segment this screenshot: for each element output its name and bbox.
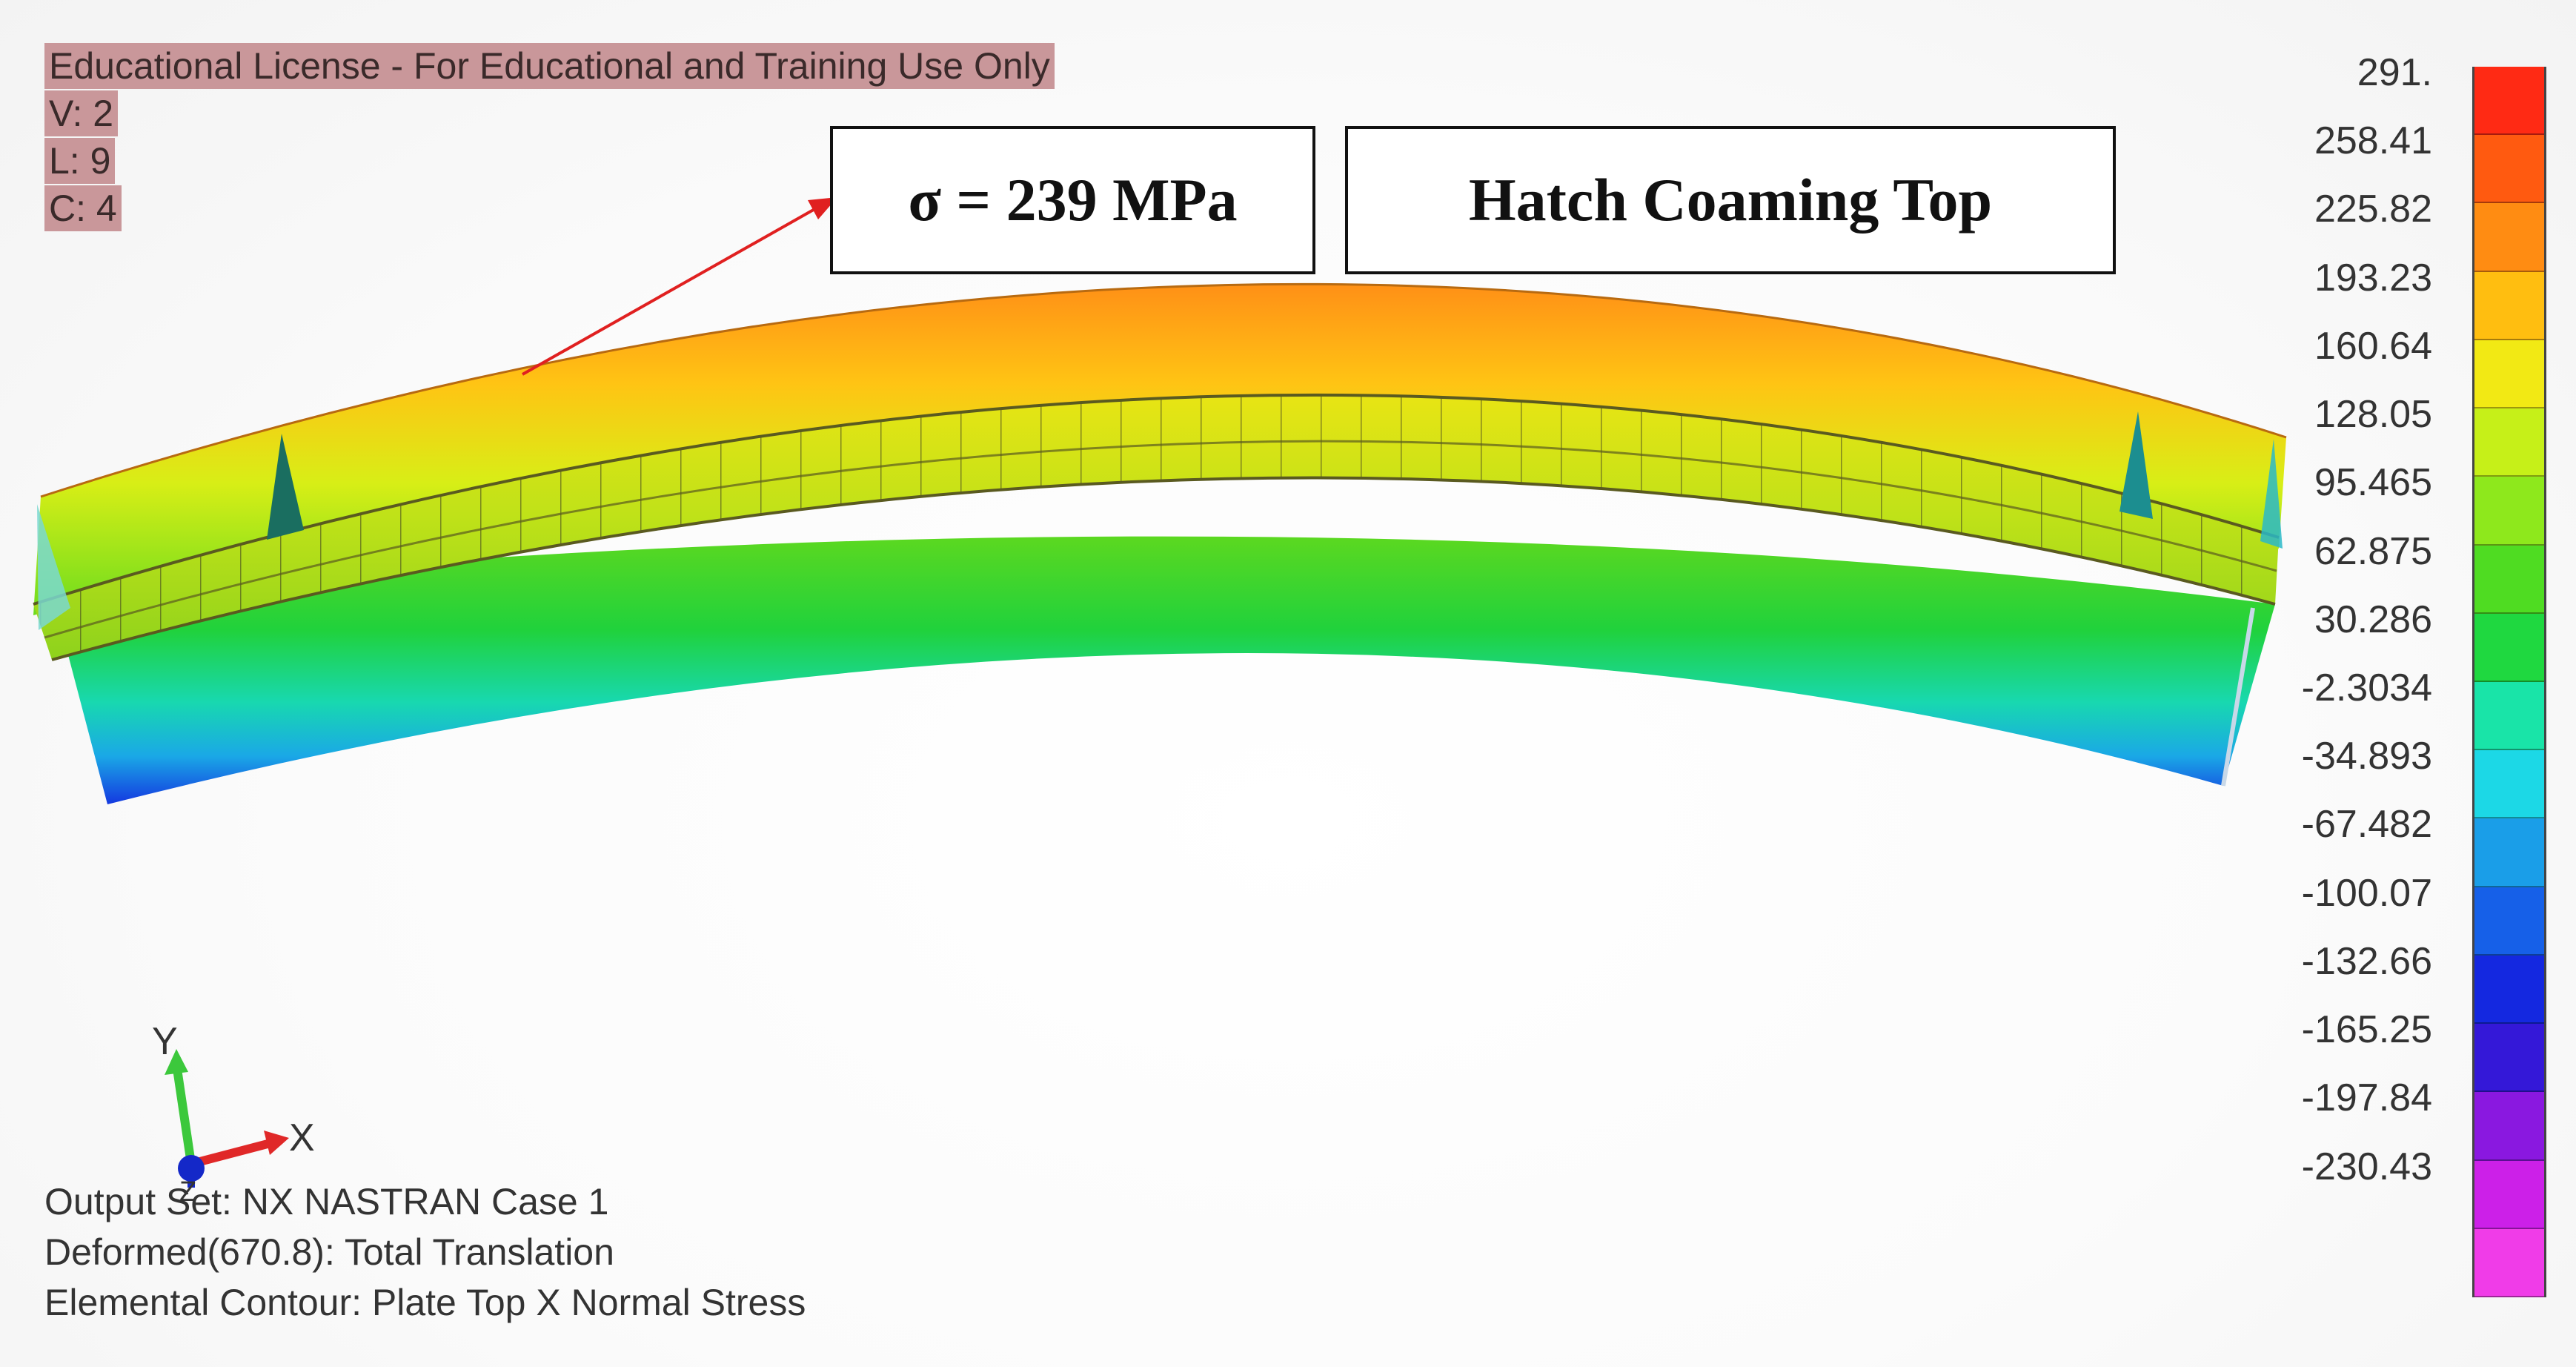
- y-axis-arrow: [172, 1063, 196, 1165]
- legend-color-band: [2474, 887, 2544, 956]
- contour-legend-bar: [2472, 67, 2546, 1297]
- callout-arrow: [522, 203, 823, 376]
- bracket-right-end: [2260, 439, 2283, 549]
- stress-callout-box: σ = 239 MPa: [830, 126, 1315, 274]
- location-callout-box: Hatch Coaming Top: [1345, 126, 2116, 274]
- bracket-right: [2119, 411, 2153, 519]
- x-axis-arrow: [190, 1139, 272, 1168]
- color-number: C: 4: [44, 185, 122, 231]
- legend-color-band: [2474, 818, 2544, 887]
- legend-color-band: [2474, 477, 2544, 546]
- legend-color-band: [2474, 682, 2544, 751]
- y-axis-label: Y: [152, 1020, 178, 1063]
- bracket-left-end: [37, 504, 70, 630]
- x-axis-label: X: [289, 1116, 315, 1159]
- legend-color-band: [2474, 955, 2544, 1025]
- contour-label: Elemental Contour: Plate Top X Normal St…: [44, 1282, 806, 1323]
- legend-color-band: [2474, 340, 2544, 409]
- view-number: V: 2: [44, 90, 119, 136]
- legend-color-band: [2474, 613, 2544, 682]
- legend-color-band: [2474, 1092, 2544, 1161]
- legend-color-band: [2474, 750, 2544, 819]
- beam-top-edge: [40, 282, 2287, 498]
- legend-color-band: [2474, 67, 2544, 136]
- legend-color-band: [2474, 1024, 2544, 1093]
- mesh-edge-line: [44, 440, 2277, 639]
- legend-color-band: [2474, 135, 2544, 204]
- legend-color-band: [2474, 1160, 2544, 1229]
- legend-color-band: [2474, 545, 2544, 614]
- legend-color-band: [2474, 408, 2544, 477]
- bracket-left: [267, 434, 304, 540]
- legend-color-band: [2474, 203, 2544, 272]
- mesh-edge-line: [2221, 607, 2255, 787]
- mesh-edge-line: [51, 476, 2276, 661]
- layer-number: L: 9: [44, 138, 116, 184]
- z-axis-label: Z: [179, 1176, 196, 1208]
- beam-upper-flange: [33, 284, 2286, 615]
- beam-lower-flange: [52, 536, 2275, 804]
- legend-color-band: [2474, 271, 2544, 340]
- license-banner: Educational License - For Educational an…: [44, 43, 1055, 89]
- output-set-label: Output Set: NX NASTRAN Case 1: [44, 1181, 609, 1222]
- coordinate-triad: Y X Z: [152, 1020, 315, 1208]
- deformed-label: Deformed(670.8): Total Translation: [44, 1231, 614, 1273]
- mesh-edge-line: [33, 393, 2280, 606]
- legend-color-band: [2474, 1228, 2544, 1297]
